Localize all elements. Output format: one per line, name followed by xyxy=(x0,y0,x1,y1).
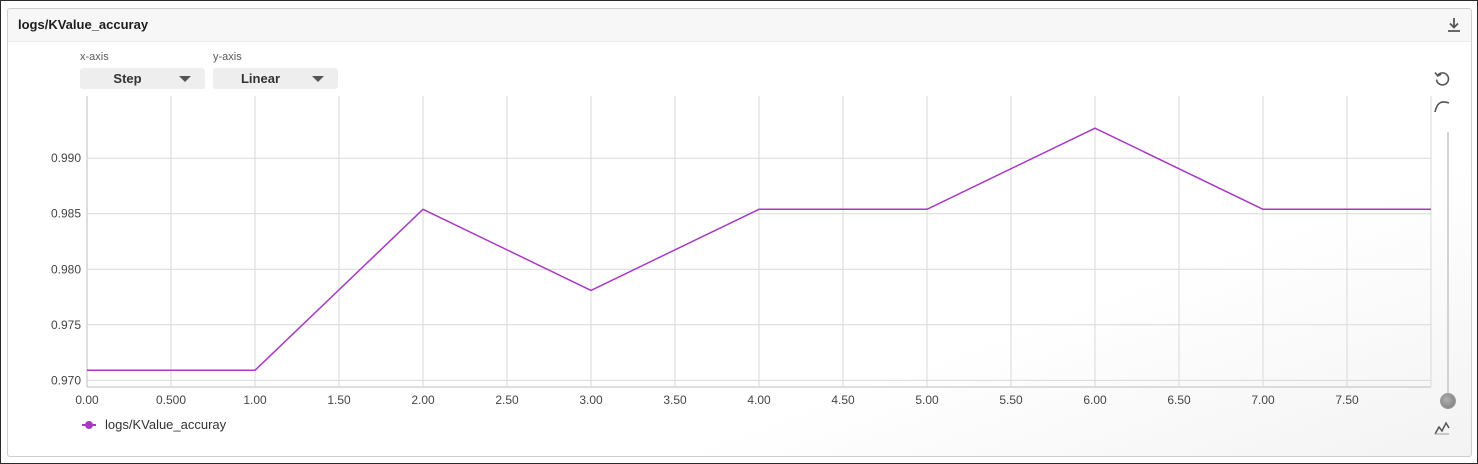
data-point xyxy=(253,368,258,373)
x-tick-label: 0.00 xyxy=(75,393,99,407)
smoothing-slider-thumb[interactable] xyxy=(1440,393,1456,409)
series-line xyxy=(87,127,1431,372)
data-point xyxy=(589,288,594,293)
legend-dot-swatch xyxy=(85,421,93,429)
y-tick-label: 0.975 xyxy=(51,318,81,332)
data-point xyxy=(1261,207,1266,212)
x-tick-label: 7.50 xyxy=(1335,393,1359,407)
x-tick-label: 0.500 xyxy=(156,393,186,407)
data-point xyxy=(925,207,930,212)
x-tick-label: 1.50 xyxy=(327,393,351,407)
x-tick-label: 1.00 xyxy=(243,393,267,407)
x-tick-label: 6.50 xyxy=(1167,393,1191,407)
x-tick-label: 3.00 xyxy=(579,393,603,407)
smoothing-slider-track[interactable] xyxy=(1447,132,1449,400)
x-tick-label: 3.50 xyxy=(663,393,687,407)
x-tick-label: 6.00 xyxy=(1083,393,1107,407)
y-tick-label: 0.980 xyxy=(51,262,81,276)
x-tick-label: 4.50 xyxy=(831,393,855,407)
card-header: logs/KValue_accuray xyxy=(8,9,1471,42)
y-tick-label: 0.990 xyxy=(51,151,81,165)
y-tick-label: 0.985 xyxy=(51,207,81,221)
x-axis-select[interactable]: Step xyxy=(80,68,205,89)
smoothing-curve-icon[interactable] xyxy=(1433,97,1451,115)
chevron-down-icon xyxy=(312,76,324,82)
y-tick-label: 0.970 xyxy=(51,373,81,387)
x-axis-value: Step xyxy=(113,71,142,86)
x-tick-label: 4.00 xyxy=(747,393,771,407)
x-tick-label: 5.50 xyxy=(999,393,1023,407)
data-point xyxy=(421,207,426,212)
x-tick-label: 2.00 xyxy=(411,393,435,407)
y-axis-value: Linear xyxy=(240,71,280,86)
chevron-down-icon xyxy=(179,76,191,82)
y-axis-label: y-axis xyxy=(213,51,242,63)
x-tick-label: 5.00 xyxy=(915,393,939,407)
reset-zoom-icon[interactable] xyxy=(1433,69,1451,87)
scalar-card: logs/KValue_accuray x-axis Step y-axis L… xyxy=(7,8,1472,457)
data-point xyxy=(1429,207,1434,212)
data-point xyxy=(757,207,762,212)
raw-line-icon[interactable] xyxy=(1433,419,1451,437)
data-point xyxy=(85,368,90,373)
line-chart: 0.00 0.500 1.00 1.50 2.00 2.50 3.00 3.50 4.00 4.5… xyxy=(51,96,1434,407)
x-tick-label: 2.50 xyxy=(495,393,519,407)
legend-label: logs/KValue_accuray xyxy=(105,417,227,432)
x-axis-label: x-axis xyxy=(80,51,109,63)
x-tick-label: 7.00 xyxy=(1251,393,1275,407)
card-title: logs/KValue_accuray xyxy=(18,17,149,32)
data-point xyxy=(1093,126,1098,131)
download-icon[interactable] xyxy=(1445,16,1463,34)
y-axis-select[interactable]: Linear xyxy=(213,68,338,89)
